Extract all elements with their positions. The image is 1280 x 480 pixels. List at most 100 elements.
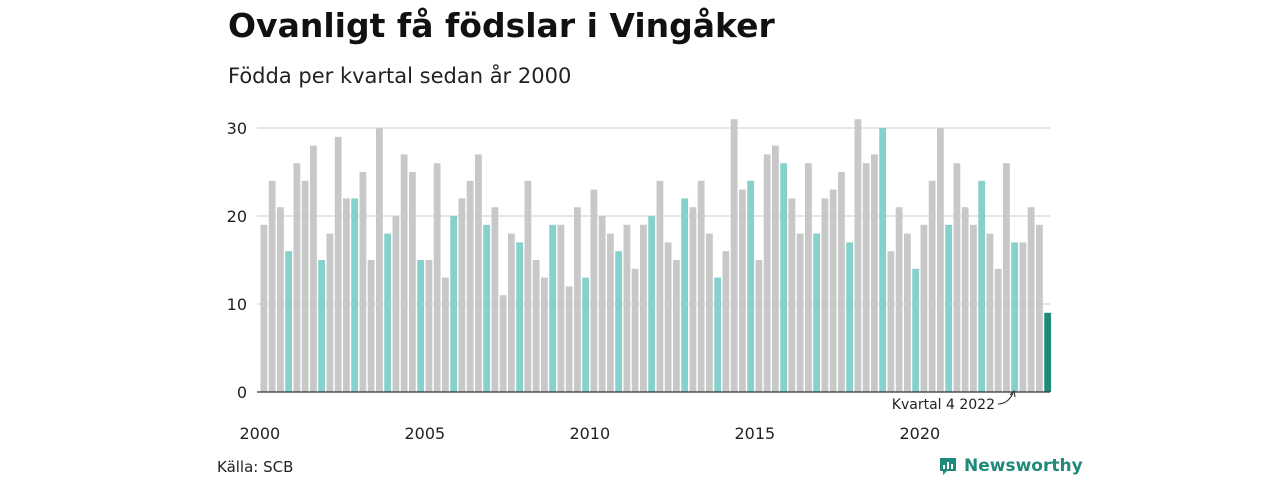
annotation-label: Kvartal 4 2022 [892, 397, 995, 413]
bar [945, 224, 953, 392]
bar [697, 180, 705, 392]
bar [623, 224, 631, 392]
bar [541, 277, 548, 392]
x-tick-label: 2005 [405, 424, 446, 443]
bar [953, 163, 961, 392]
bar [904, 233, 911, 392]
bar [565, 286, 573, 392]
bar [1011, 242, 1019, 392]
bar [549, 224, 557, 392]
y-tick-label: 10 [227, 295, 247, 314]
bar [805, 163, 812, 392]
bar [499, 295, 507, 392]
bars [260, 119, 1052, 392]
bar [648, 216, 656, 392]
bar [961, 207, 969, 392]
bar [417, 260, 425, 392]
bar [796, 233, 804, 392]
bar [508, 233, 515, 392]
bar [433, 163, 441, 392]
bar [772, 145, 779, 392]
bar [343, 198, 350, 392]
source-label: Källa: SCB [217, 458, 294, 476]
newsworthy-logo-icon [940, 458, 956, 475]
y-tick-label: 20 [227, 207, 247, 226]
x-tick-label: 2015 [735, 424, 776, 443]
x-tick-label: 2020 [900, 424, 941, 443]
bar [277, 207, 284, 392]
bar [615, 251, 623, 392]
bar [994, 268, 1002, 392]
bar [937, 128, 944, 392]
bar [871, 154, 878, 392]
bar [640, 224, 647, 392]
bar [582, 277, 590, 392]
bar [557, 224, 565, 392]
bar [359, 172, 367, 392]
bar [1027, 207, 1035, 392]
bar [409, 172, 416, 392]
bar [598, 216, 606, 392]
bar [846, 242, 854, 392]
bar [301, 180, 309, 392]
bar [524, 180, 532, 392]
bar [986, 233, 994, 392]
bar [458, 198, 466, 392]
bar [293, 163, 301, 392]
bar [755, 260, 763, 392]
bar [326, 233, 334, 392]
chart-title: Ovanligt få födslar i Vingåker [228, 6, 775, 45]
bar [268, 180, 276, 392]
bar [788, 198, 796, 392]
arrow-head [1009, 389, 1016, 398]
bar [879, 128, 887, 392]
bar [763, 154, 771, 392]
bar [681, 198, 689, 392]
bar [829, 189, 837, 392]
bar [1036, 224, 1043, 392]
bar [310, 145, 317, 392]
curved-arrow-icon [997, 392, 1014, 405]
bar [1019, 242, 1027, 392]
brand-logo[interactable]: Newsworthy [938, 456, 1083, 476]
bar [887, 251, 895, 392]
annotation: Kvartal 4 2022 [892, 389, 1016, 413]
bar [318, 260, 326, 392]
bar [1003, 163, 1010, 392]
bar [1044, 312, 1052, 392]
bar [854, 119, 862, 392]
bar [483, 224, 491, 392]
bar [590, 189, 598, 392]
bar [862, 163, 870, 392]
bar [780, 163, 788, 392]
bar [491, 207, 499, 392]
y-axis-ticks: 0 10 20 30 [227, 119, 247, 402]
bar [970, 224, 977, 392]
bar [928, 180, 936, 392]
y-tick-label: 0 [237, 383, 247, 402]
bar [260, 224, 268, 392]
bar [450, 216, 458, 392]
bar [466, 180, 474, 392]
bar [392, 216, 400, 392]
brand-name: Newsworthy [964, 456, 1083, 476]
bar [714, 277, 722, 392]
bar [574, 207, 581, 392]
bar [978, 180, 986, 392]
bar [747, 180, 755, 392]
bar [442, 277, 449, 392]
y-tick-label: 30 [227, 119, 247, 138]
bar [722, 251, 730, 392]
bar [631, 268, 639, 392]
x-axis-ticks: 2000 2005 2010 2015 2020 [240, 424, 941, 443]
bar [895, 207, 903, 392]
bar [516, 242, 524, 392]
bar [838, 172, 845, 392]
bar [730, 119, 738, 392]
bar [920, 224, 928, 392]
bar [334, 136, 342, 392]
bar [664, 242, 672, 392]
bar [285, 251, 293, 392]
x-tick-label: 2010 [570, 424, 611, 443]
bar [706, 233, 713, 392]
